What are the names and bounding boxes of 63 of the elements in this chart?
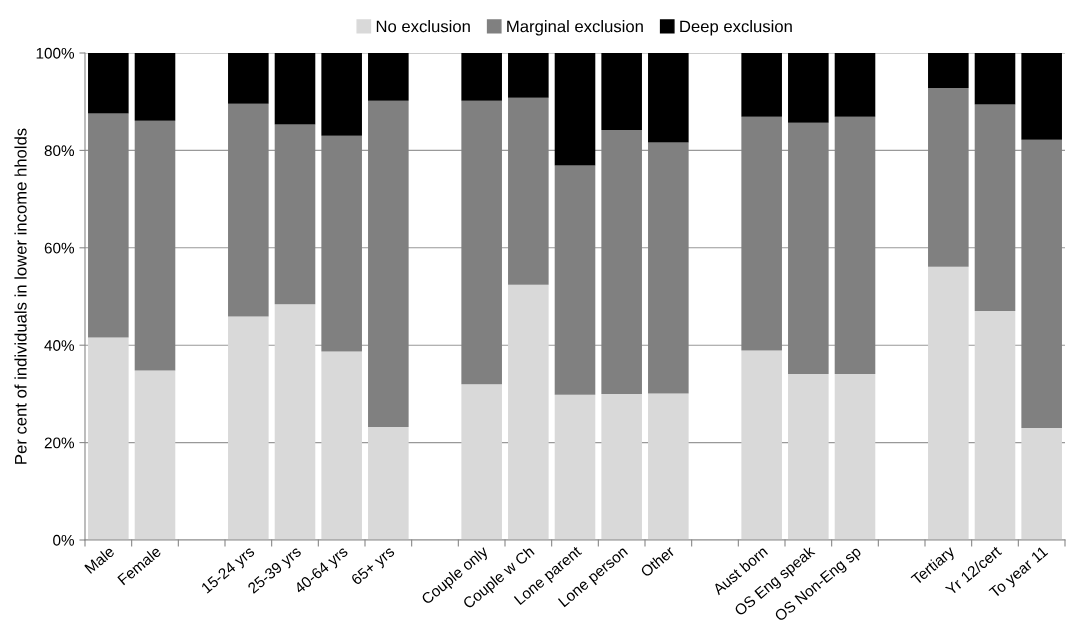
bar xyxy=(88,53,129,114)
bar xyxy=(834,116,876,374)
bar xyxy=(601,53,642,130)
bar xyxy=(974,311,1016,540)
bar xyxy=(928,266,969,540)
bar xyxy=(368,427,409,540)
bar xyxy=(648,393,689,540)
y-tick-label: 0% xyxy=(53,534,75,546)
bar xyxy=(274,124,316,305)
bar xyxy=(368,53,409,101)
bar xyxy=(741,350,782,540)
bar xyxy=(461,384,502,540)
bar xyxy=(88,113,129,338)
bar xyxy=(134,370,176,540)
bar xyxy=(508,97,549,285)
x-tick-label: Male xyxy=(83,545,116,574)
x-tick-label: 65+ yrs xyxy=(350,545,398,588)
bar xyxy=(228,103,269,317)
bar xyxy=(601,129,642,394)
bar xyxy=(461,53,502,101)
bar xyxy=(554,165,596,395)
bar xyxy=(228,53,269,104)
bar xyxy=(601,393,642,540)
y-tick-label: 20% xyxy=(44,437,75,449)
legend-label: Marginal exclusion xyxy=(507,20,643,36)
y-tick-label: 100% xyxy=(36,47,75,59)
y-tick-label: 80% xyxy=(44,145,75,157)
bar xyxy=(788,53,829,123)
legend-label: Deep exclusion xyxy=(680,20,792,36)
bar xyxy=(134,53,176,121)
bar xyxy=(274,304,316,540)
legend-label: No exclusion xyxy=(376,20,470,33)
bar xyxy=(648,142,689,394)
bar xyxy=(648,53,689,143)
bar xyxy=(321,53,362,136)
bar xyxy=(1021,139,1062,428)
bar xyxy=(1021,427,1062,540)
bar xyxy=(508,284,549,540)
bar xyxy=(321,351,362,540)
bar xyxy=(834,53,876,117)
bar xyxy=(974,53,1016,105)
bar xyxy=(928,53,969,89)
bar xyxy=(554,394,596,540)
bar xyxy=(741,116,782,351)
bar xyxy=(321,135,362,352)
bar xyxy=(461,100,502,385)
bar xyxy=(788,373,829,540)
bar xyxy=(1021,53,1062,140)
bar xyxy=(928,88,969,267)
bar xyxy=(741,53,782,117)
bar xyxy=(274,53,316,125)
bar xyxy=(974,104,1016,312)
bar xyxy=(228,316,269,540)
bar xyxy=(554,53,596,166)
bar xyxy=(88,337,129,540)
y-tick-label: 40% xyxy=(44,340,75,351)
bar xyxy=(788,122,829,374)
y-tick-label: 60% xyxy=(44,242,75,254)
y-axis-title: Per cent of individuals in lower income hholds xyxy=(14,128,27,464)
bar xyxy=(368,100,409,428)
bar xyxy=(134,120,176,371)
bar xyxy=(834,373,876,540)
bar xyxy=(508,53,549,98)
